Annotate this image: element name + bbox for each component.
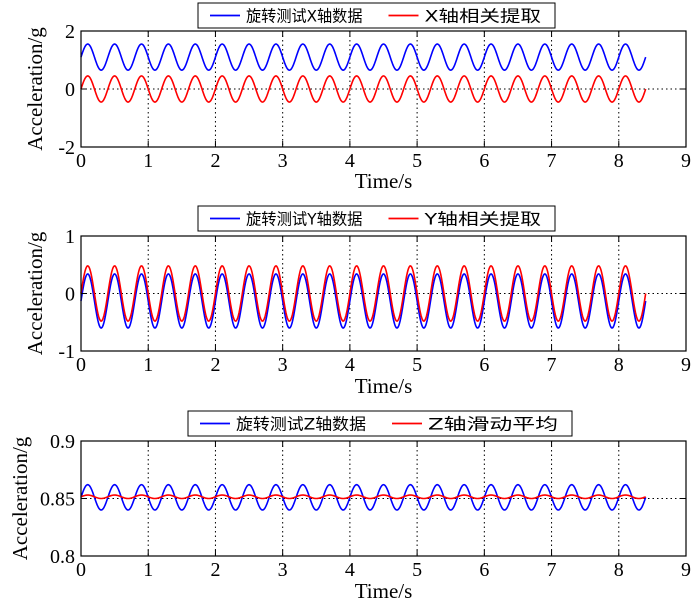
x-tick-label: 0 (76, 559, 86, 581)
x-tick-label: 6 (479, 150, 489, 172)
x-tick-label: 5 (412, 559, 422, 581)
y-axis-label: Acceleration/g (23, 231, 47, 355)
legend: 旋转测试Z轴数据 Z轴滑动平均 (187, 410, 573, 437)
legend: 旋转测试Y轴数据 Y轴相关提取 (197, 205, 556, 232)
legend-label: X轴相关提取 (425, 7, 542, 26)
legend-box (197, 205, 556, 232)
x-axis-label: Time/s (355, 374, 413, 398)
chart-panel-3: 0 1 2 3 4 5 6 7 8 9 0.9 0.85 0.8 Time/s Acceleration/g… (8, 410, 691, 603)
x-tick-label: 4 (345, 150, 355, 172)
y-axis-label: Acceleration/g (8, 436, 32, 560)
series-line-extracted (80, 265, 647, 322)
y-tick-label: -1 (58, 341, 75, 363)
x-tick-label: 7 (547, 150, 557, 172)
legend-label: Z轴滑动平均 (428, 415, 558, 434)
x-tick-label: 8 (614, 150, 624, 172)
x-tick-label: 1 (143, 150, 153, 172)
x-tick-label: 0 (76, 354, 86, 376)
y-tick-label: 0.8 (50, 546, 75, 568)
x-tick-label: 8 (614, 354, 624, 376)
x-tick-label: 3 (278, 354, 288, 376)
y-axis-label: Acceleration/g (23, 27, 47, 151)
x-axis-label: Time/s (355, 169, 413, 193)
x-tick-label: 9 (681, 150, 691, 172)
y-tick-label: 0 (65, 79, 75, 101)
legend-label: Y轴相关提取 (423, 210, 541, 229)
legend: 旋转测试X轴数据 X轴相关提取 (197, 2, 556, 29)
x-tick-label: 2 (210, 150, 220, 172)
chart-panel-2: 0 1 2 3 4 5 6 7 8 910-1Time/sAcceleration/g旋转测试Y轴… (23, 205, 691, 398)
x-tick-label: 5 (412, 354, 422, 376)
x-tick-label: 4 (345, 559, 355, 581)
x-tick-label: 4 (345, 354, 355, 376)
x-tick-label: 9 (681, 354, 691, 376)
y-tick-label: -2 (58, 137, 75, 159)
series-line-extracted (80, 75, 647, 103)
x-tick-label: 9 (681, 559, 691, 581)
y-tick-label: 0.9 (50, 431, 75, 453)
x-tick-label: 5 (412, 150, 422, 172)
x-tick-label: 1 (143, 354, 153, 376)
x-axis-label: Time/s (355, 579, 413, 603)
legend-label: 旋转测试Z轴数据 (236, 415, 366, 434)
x-tick-label: 7 (547, 559, 557, 581)
x-tick-label: 2 (210, 354, 220, 376)
y-tick-label: 0.85 (40, 489, 75, 511)
chart-panel-1: 0 1 2 3 4 5 6 7 8 920-2Time/sAcceleration/g旋转测试X轴… (23, 2, 691, 193)
legend-box (187, 410, 573, 437)
y-tick-label: 1 (65, 226, 75, 248)
x-tick-label: 6 (479, 559, 489, 581)
legend-label: 旋转测试Y轴数据 (246, 210, 363, 229)
x-tick-label: 3 (278, 559, 288, 581)
x-tick-label: 7 (547, 354, 557, 376)
series-line-measured (80, 273, 647, 329)
series-line-measured (80, 43, 647, 71)
x-tick-label: 8 (614, 559, 624, 581)
x-tick-label: 3 (278, 150, 288, 172)
y-tick-label: 0 (65, 284, 75, 306)
legend-box (197, 2, 556, 29)
x-tick-label: 0 (76, 150, 86, 172)
legend-label: 旋转测试X轴数据 (246, 7, 363, 26)
x-tick-label: 2 (210, 559, 220, 581)
y-tick-label: 2 (65, 21, 75, 43)
x-tick-label: 6 (479, 354, 489, 376)
x-tick-label: 1 (143, 559, 153, 581)
series-line-extracted (80, 494, 646, 500)
